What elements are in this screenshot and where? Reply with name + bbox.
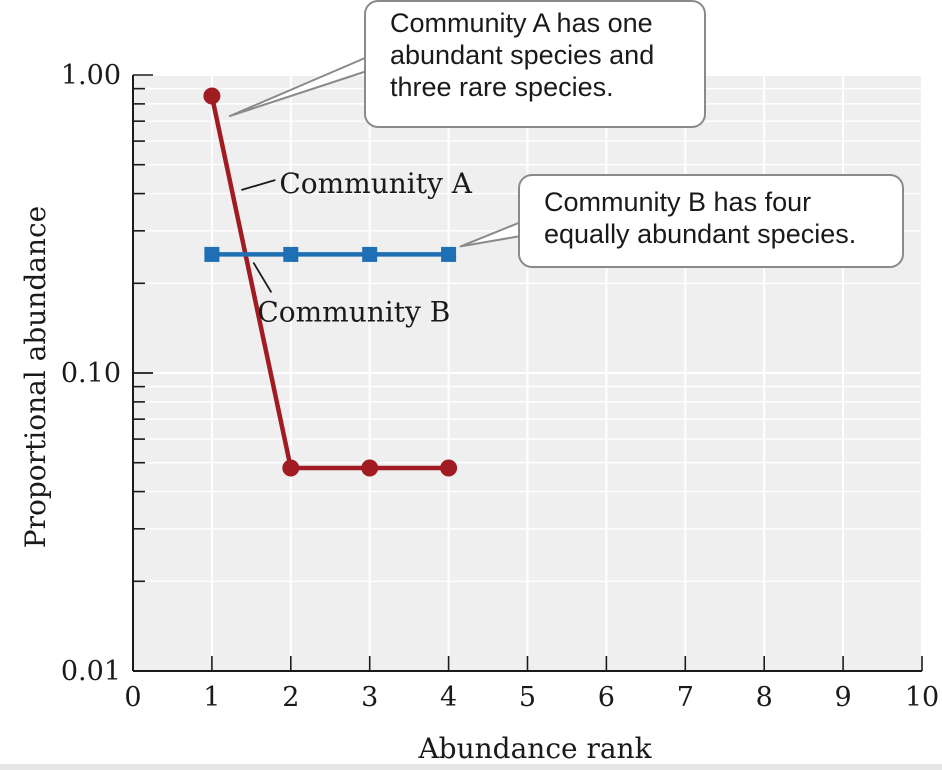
y-tick-label: 0.01 <box>61 656 121 687</box>
x-tick-label: 8 <box>756 682 773 713</box>
axes <box>132 74 923 672</box>
callout-text-line: abundant species and <box>390 40 655 70</box>
x-axis-title: Abundance rank <box>417 732 652 765</box>
bottom-divider <box>0 764 942 770</box>
series-1-point <box>362 246 378 262</box>
x-tick-label: 10 <box>905 682 939 713</box>
series-1-point <box>441 246 457 262</box>
series-0-point <box>440 459 458 477</box>
callout-text-line: three rare species. <box>390 72 614 102</box>
callout-community-b: Community B has four equally abundant spe… <box>518 174 904 268</box>
series-labels: Community A Community B <box>241 167 473 328</box>
y-tick-labels: 0.01 0.10 1.00 <box>61 60 121 687</box>
series-0-point <box>361 459 379 477</box>
callout-text-line: Community B has four <box>544 187 812 217</box>
series-1-point <box>204 246 220 262</box>
y-axis-title: Proportional abundance <box>19 206 52 548</box>
series-1-point <box>283 246 299 262</box>
callout-text-line: Community A has one <box>390 8 653 38</box>
x-tick-labels: 0 1 2 3 4 5 6 7 8 9 10 <box>124 682 939 713</box>
y-tick-label: 1.00 <box>61 60 121 91</box>
x-tick-label: 6 <box>598 682 615 713</box>
series-label-leader <box>241 179 276 191</box>
x-tick-label: 5 <box>519 682 536 713</box>
callout-community-a: Community A has one abundant species and t… <box>364 0 706 128</box>
x-tick-label: 1 <box>203 682 220 713</box>
series-label-community-a: Community A <box>279 167 472 200</box>
x-tick-label: 3 <box>361 682 378 713</box>
series-0-point <box>203 87 221 105</box>
x-tick-label: 4 <box>440 682 457 713</box>
series-0-point <box>282 459 300 477</box>
grid <box>133 74 923 672</box>
x-tick-label: 7 <box>677 682 694 713</box>
y-tick-label: 0.10 <box>61 358 121 389</box>
x-tick-label: 2 <box>282 682 299 713</box>
callout-text-line: equally abundant species. <box>544 219 857 249</box>
series-label-leader <box>252 261 273 293</box>
series-label-community-b: Community B <box>257 295 450 328</box>
series-layer <box>203 87 458 477</box>
x-tick-label: 0 <box>124 682 141 713</box>
series-0-line <box>209 95 449 471</box>
x-tick-label: 9 <box>835 682 852 713</box>
